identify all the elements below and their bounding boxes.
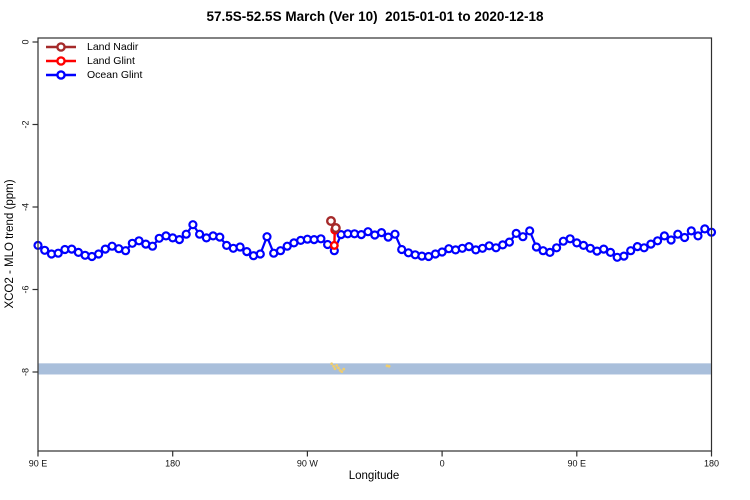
- y-tick-label: -2: [21, 120, 31, 128]
- legend: Land Nadir Land Glint Ocean Glint: [44, 40, 142, 82]
- speck-point: [340, 370, 344, 373]
- speck-point: [336, 366, 340, 370]
- ocean_glint-point: [195, 229, 205, 239]
- land_nadir-series: [326, 215, 341, 233]
- ocean_glint-point: [235, 242, 245, 252]
- ocean_glint-point: [93, 249, 104, 259]
- ocean_glint-point: [565, 234, 575, 244]
- y-axis-label: XCO2 - MLO trend (ppm): [4, 179, 16, 309]
- ocean_glint-point: [120, 246, 131, 256]
- reference-band: [38, 363, 711, 375]
- legend-label: Land Nadir: [87, 41, 139, 53]
- ocean_glint-series: [33, 220, 717, 262]
- y-tick-label: -4: [21, 203, 31, 211]
- ocean_glint-point: [551, 243, 562, 253]
- ocean_glint-legend-marker-icon: [46, 70, 76, 80]
- legend-item-land_nadir: Land Nadir: [44, 40, 142, 54]
- ocean_glint-point: [659, 231, 670, 241]
- specks-series: [330, 362, 391, 373]
- x-tick-label: 90 E: [29, 459, 48, 469]
- legend-item-land_glint: Land Glint: [44, 54, 142, 68]
- ocean_glint-point: [181, 229, 191, 239]
- ocean_glint-point: [134, 236, 144, 246]
- ocean_glint-point: [275, 246, 286, 256]
- ocean_glint-point: [693, 231, 703, 241]
- land_nadir-legend-marker-icon: [46, 42, 76, 52]
- ocean_glint-point: [504, 237, 514, 247]
- speck-point: [387, 364, 391, 368]
- y-tick-label: -8: [21, 368, 31, 376]
- ocean_glint-point: [652, 236, 663, 246]
- y-tick-label: 0: [21, 39, 31, 44]
- ocean_glint-point: [215, 232, 225, 242]
- ocean_glint-point: [679, 232, 690, 243]
- plot-box: [37, 37, 713, 452]
- land_nadir-point: [326, 215, 337, 226]
- speck-point: [342, 367, 346, 371]
- land_glint-legend-marker-icon: [46, 56, 76, 66]
- y-tick-label: -6: [21, 285, 31, 293]
- x-tick-label: 90 E: [568, 459, 587, 469]
- ocean_glint-point: [316, 234, 326, 244]
- ocean_glint-point: [545, 247, 555, 257]
- ocean_glint-point: [188, 220, 198, 230]
- ocean_glint-point: [686, 226, 696, 236]
- ocean_glint-point: [376, 228, 387, 238]
- ocean_glint-point: [619, 251, 629, 261]
- legend-item-ocean_glint: Ocean Glint: [44, 68, 142, 82]
- speck-point: [333, 367, 337, 371]
- land_nadir-point: [330, 222, 341, 233]
- legend-label: Land Glint: [87, 55, 135, 67]
- ocean_glint-point: [464, 242, 474, 252]
- ocean_glint-point: [599, 244, 609, 254]
- chart-title: 57.5S-52.5S March (Ver 10) 2015-01-01 to…: [206, 9, 544, 24]
- ocean_glint-point: [53, 248, 63, 258]
- ocean_glint-point: [666, 235, 676, 245]
- x-tick-label: 180: [165, 459, 180, 469]
- ocean_glint-point: [605, 247, 616, 257]
- ocean_glint-point: [255, 249, 265, 259]
- x-tick-label: 90 W: [297, 459, 319, 469]
- land_glint-point: [329, 240, 339, 250]
- ocean_glint-point: [639, 243, 649, 253]
- ocean_glint-point: [673, 229, 683, 239]
- ocean_glint-point: [40, 245, 50, 255]
- ocean_glint-point: [390, 229, 400, 239]
- speck-point: [335, 364, 339, 367]
- ocean_glint-point: [174, 235, 184, 245]
- legend-label: Ocean Glint: [87, 69, 143, 81]
- ocean_glint-point: [525, 226, 535, 236]
- ocean_glint-point: [363, 227, 373, 237]
- speck-point: [332, 364, 335, 368]
- x-axis-label: Longitude: [348, 470, 400, 482]
- x-tick-label: 180: [704, 459, 719, 469]
- ocean_glint-point: [262, 232, 272, 242]
- speck-point: [330, 362, 334, 366]
- ocean_glint-point: [518, 232, 528, 242]
- ocean_glint-point: [147, 241, 158, 251]
- ocean_glint-point: [242, 247, 252, 257]
- ocean_glint-point: [531, 242, 542, 252]
- ocean_glint-point: [626, 246, 636, 256]
- speck-point: [385, 364, 389, 368]
- x-tick-label: 0: [440, 459, 445, 469]
